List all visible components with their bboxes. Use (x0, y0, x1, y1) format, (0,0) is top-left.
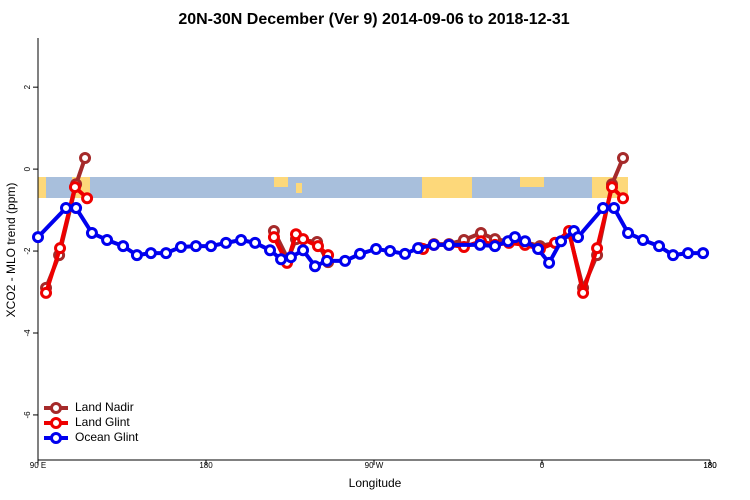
y-axis-label: XCO2 - MLO trend (ppm) (4, 183, 18, 318)
x-tick-label: 180 (703, 461, 717, 470)
y-tick-label: -4 (23, 329, 32, 337)
legend-label: Ocean Glint (75, 430, 139, 444)
data-point (297, 244, 310, 257)
data-point (653, 240, 666, 253)
data-point (40, 286, 53, 299)
data-point (519, 235, 532, 248)
data-point (60, 202, 72, 215)
data-point (354, 247, 366, 260)
data-point (508, 231, 521, 244)
series-line (44, 185, 625, 295)
data-point (312, 240, 324, 253)
data-point (320, 254, 333, 267)
data-point (370, 243, 383, 255)
x-tick-label: 90 W (365, 461, 384, 470)
data-point (339, 254, 352, 267)
data-point (555, 235, 568, 248)
data-point (636, 233, 649, 246)
data-point (189, 240, 202, 253)
legend-label: Land Glint (75, 415, 130, 429)
data-point (577, 286, 590, 299)
legend-marker (50, 417, 62, 429)
data-point (622, 227, 635, 240)
data-point (617, 152, 630, 165)
data-point (597, 202, 610, 215)
x-axis-label: Longitude (349, 476, 402, 490)
data-point (591, 242, 604, 255)
legend-marker (50, 432, 62, 444)
data-point (697, 247, 710, 260)
data-point (160, 247, 173, 260)
data-point (32, 231, 44, 244)
data-point (427, 238, 440, 251)
x-tick-label: 180 (703, 461, 717, 470)
y-tick-label: 2 (23, 84, 32, 89)
data-point (101, 233, 114, 246)
data-point (54, 242, 67, 255)
chart-title: 20N-30N December (Ver 9) 2014-09-06 to 2… (178, 11, 569, 28)
data-point (267, 231, 280, 244)
data-point (667, 249, 680, 262)
data-point (398, 247, 411, 260)
data-point (205, 240, 218, 253)
data-point (264, 244, 277, 257)
data-point (309, 260, 322, 273)
y-tick-label: -6 (23, 411, 32, 419)
legend-label: Land Nadir (75, 400, 134, 414)
data-point (384, 245, 397, 258)
data-point (543, 256, 556, 269)
data-point (249, 236, 262, 249)
data-point (443, 238, 456, 251)
data-point (284, 251, 297, 264)
data-point (488, 240, 501, 253)
data-point (681, 247, 694, 260)
data-point (275, 253, 288, 266)
data-point (608, 202, 621, 215)
legend-marker (50, 402, 62, 414)
data-point (81, 192, 94, 205)
data-point (130, 249, 143, 262)
data-point (235, 233, 248, 246)
data-point (174, 240, 187, 253)
y-tick-label: -2 (23, 247, 32, 255)
data-point (532, 243, 545, 255)
data-point (412, 242, 425, 255)
data-point (572, 231, 585, 244)
data-point (219, 236, 232, 249)
data-point (144, 247, 157, 260)
data-point (70, 202, 83, 215)
data-point (474, 238, 487, 251)
x-tick-label: 90 E (30, 461, 46, 470)
y-tick-label: 0 (23, 166, 32, 171)
data-point (68, 181, 81, 194)
data-point (606, 181, 618, 194)
data-point (617, 192, 630, 205)
data-point (297, 233, 310, 246)
x-tick-label: 0 (540, 461, 545, 470)
data-point (79, 152, 92, 165)
data-point (85, 227, 98, 240)
map-strip (38, 177, 628, 198)
x-tick-label: 180 (199, 461, 213, 470)
data-point (117, 240, 130, 253)
